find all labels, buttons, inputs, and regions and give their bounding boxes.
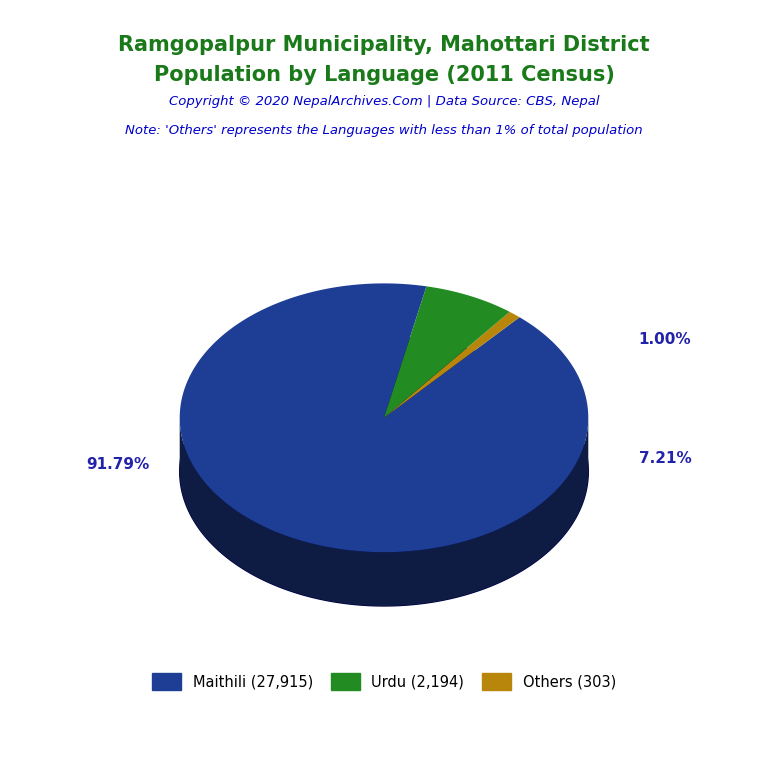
Text: Note: 'Others' represents the Languages with less than 1% of total population: Note: 'Others' represents the Languages … xyxy=(125,124,643,137)
Polygon shape xyxy=(180,283,588,552)
Polygon shape xyxy=(180,337,588,606)
Polygon shape xyxy=(384,286,510,418)
Text: 91.79%: 91.79% xyxy=(86,457,149,472)
Text: Population by Language (2011 Census): Population by Language (2011 Census) xyxy=(154,65,614,85)
Text: Ramgopalpur Municipality, Mahottari District: Ramgopalpur Municipality, Mahottari Dist… xyxy=(118,35,650,55)
Text: 1.00%: 1.00% xyxy=(639,333,691,347)
Polygon shape xyxy=(384,312,519,418)
Legend: Maithili (27,915), Urdu (2,194), Others (303): Maithili (27,915), Urdu (2,194), Others … xyxy=(146,667,622,696)
Text: 7.21%: 7.21% xyxy=(639,451,691,465)
Polygon shape xyxy=(180,418,588,606)
Text: Copyright © 2020 NepalArchives.Com | Data Source: CBS, Nepal: Copyright © 2020 NepalArchives.Com | Dat… xyxy=(169,95,599,108)
